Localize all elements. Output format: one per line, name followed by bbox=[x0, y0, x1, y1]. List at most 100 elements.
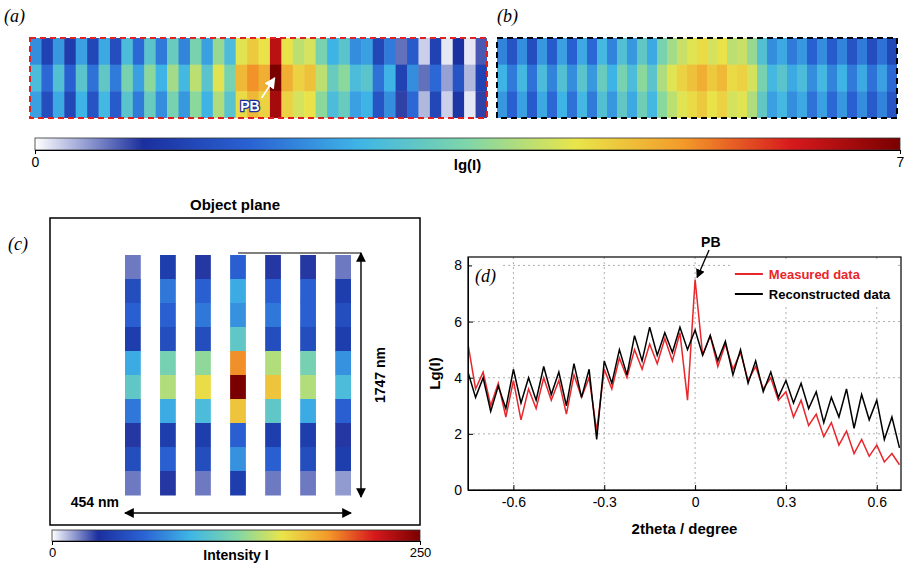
heatmap-cell bbox=[877, 65, 888, 92]
heatmap-cell bbox=[160, 447, 176, 472]
heatmap-cell bbox=[737, 38, 748, 65]
heatmap-cell bbox=[430, 38, 442, 65]
heatmap-cell bbox=[41, 38, 53, 65]
heatmap-cell bbox=[335, 279, 351, 304]
heatmap-cell bbox=[647, 91, 658, 118]
heatmap-cell bbox=[627, 65, 638, 92]
tick-label: 2 bbox=[454, 426, 462, 442]
heatmap-cell bbox=[201, 91, 213, 118]
panel-label: (b) bbox=[497, 6, 518, 27]
heatmap-cell bbox=[190, 65, 202, 92]
colorbar bbox=[35, 138, 900, 150]
heatmap-cell bbox=[133, 91, 145, 118]
dimension-label: 454 nm bbox=[71, 494, 119, 510]
panel-frame bbox=[497, 38, 897, 118]
tick-mark bbox=[468, 434, 473, 435]
heatmap-cell bbox=[597, 65, 608, 92]
legend-label: Measured data bbox=[769, 267, 861, 282]
heatmap-cell bbox=[697, 91, 708, 118]
heatmap-cell bbox=[190, 91, 202, 118]
heatmap-cell bbox=[373, 65, 385, 92]
heatmap-cell bbox=[121, 91, 133, 118]
heatmap-cell bbox=[156, 38, 168, 65]
heatmap-cell bbox=[270, 65, 282, 92]
heatmap-cell bbox=[316, 38, 328, 65]
heatmap-cell bbox=[335, 471, 351, 496]
tick-label: 7 bbox=[897, 154, 905, 170]
heatmap-cell bbox=[247, 65, 259, 92]
tick-label: 0 bbox=[32, 154, 40, 170]
heatmap bbox=[497, 38, 897, 118]
heatmap-cell bbox=[707, 38, 718, 65]
heatmap-cell bbox=[537, 65, 548, 92]
heatmap-cell bbox=[270, 38, 282, 65]
heatmap-cell bbox=[877, 91, 888, 118]
heatmap-cell bbox=[737, 65, 748, 92]
heatmap-cell bbox=[335, 423, 351, 448]
figure: (a)(b)PB07lg(I)Object plane(c)1747 nm454… bbox=[0, 0, 913, 579]
heatmap-cell bbox=[160, 351, 176, 376]
heatmap-cell bbox=[361, 65, 373, 92]
heatmap-cell bbox=[464, 91, 476, 118]
heatmap-cell bbox=[527, 65, 538, 92]
heatmap-cell bbox=[160, 375, 176, 400]
tick-label: 4 bbox=[454, 370, 462, 386]
heatmap-cell bbox=[304, 38, 316, 65]
heatmap-cell bbox=[350, 91, 362, 118]
heatmap-cell bbox=[110, 38, 122, 65]
heatmap-cell bbox=[667, 91, 678, 118]
heatmap-cell bbox=[167, 65, 179, 92]
heatmap-cell bbox=[441, 65, 453, 92]
heatmap-cell bbox=[767, 91, 778, 118]
heatmap-cell bbox=[517, 65, 528, 92]
heatmap-cell bbox=[230, 399, 246, 424]
heatmap-cell bbox=[190, 38, 202, 65]
heatmap-cell bbox=[179, 91, 191, 118]
heatmap-cell bbox=[327, 38, 339, 65]
heatmap-cell bbox=[607, 65, 618, 92]
heatmap-cell bbox=[627, 38, 638, 65]
heatmap-cell bbox=[230, 327, 246, 352]
heatmap-cell bbox=[121, 65, 133, 92]
heatmap-cell bbox=[757, 38, 768, 65]
heatmap-cell bbox=[547, 65, 558, 92]
heatmap-cell bbox=[99, 91, 111, 118]
heatmap-cell bbox=[327, 91, 339, 118]
heatmap-cell bbox=[757, 91, 768, 118]
tick: 0 bbox=[32, 150, 40, 170]
heatmap-cell bbox=[597, 91, 608, 118]
heatmap-cell bbox=[76, 91, 88, 118]
heatmap-cell bbox=[293, 91, 305, 118]
legend-swatch bbox=[735, 293, 763, 295]
heatmap-cell bbox=[777, 38, 788, 65]
heatmap-cell bbox=[64, 65, 76, 92]
tick: 2 bbox=[454, 426, 473, 442]
heatmap-cell bbox=[867, 91, 878, 118]
heatmap-cell bbox=[430, 91, 442, 118]
heatmap-cell bbox=[125, 327, 141, 352]
heatmap-cell bbox=[265, 375, 281, 400]
heatmap-cell bbox=[76, 38, 88, 65]
heatmap-cell bbox=[41, 91, 53, 118]
heatmap-cell bbox=[195, 279, 211, 304]
heatmap-cell bbox=[430, 65, 442, 92]
heatmap-cell bbox=[587, 65, 598, 92]
axis-line bbox=[469, 490, 902, 491]
heatmap-cell bbox=[87, 91, 99, 118]
heatmap-cell bbox=[396, 91, 408, 118]
heatmap-cell bbox=[657, 65, 668, 92]
heatmap-cell bbox=[727, 91, 738, 118]
heatmap-cell bbox=[537, 38, 548, 65]
heatmap-cell bbox=[300, 255, 316, 280]
heatmap-cell bbox=[230, 279, 246, 304]
data-line bbox=[468, 279, 899, 464]
heatmap-cell bbox=[195, 447, 211, 472]
heatmap-cell bbox=[396, 38, 408, 65]
heatmap-cell bbox=[717, 91, 728, 118]
heatmap-cell bbox=[304, 65, 316, 92]
heatmap-cell bbox=[265, 351, 281, 376]
tick-mark bbox=[513, 485, 514, 490]
heatmap-cell bbox=[265, 447, 281, 472]
heatmap-cell bbox=[577, 38, 588, 65]
heatmap-cell bbox=[617, 38, 628, 65]
